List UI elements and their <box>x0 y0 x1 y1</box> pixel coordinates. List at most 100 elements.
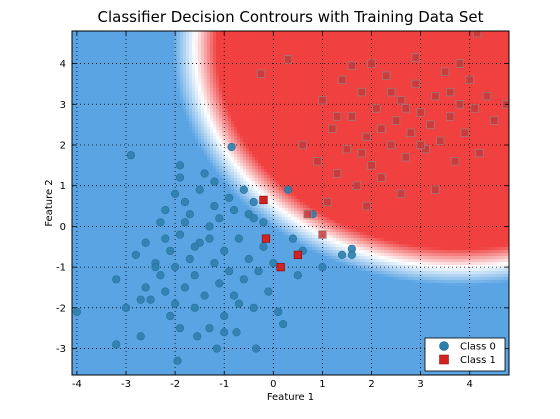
contour-cell <box>279 88 282 91</box>
contour-cell <box>300 55 303 58</box>
contour-cell <box>303 97 306 100</box>
contour-cell <box>327 37 330 40</box>
contour-cell <box>297 97 300 100</box>
contour-cell <box>354 79 357 82</box>
contour-cell <box>330 109 333 112</box>
contour-cell <box>132 112 135 115</box>
contour-cell <box>330 49 333 52</box>
contour-cell <box>495 106 498 109</box>
contour-cell <box>456 76 459 79</box>
contour-cell <box>492 130 495 133</box>
contour-cell <box>477 76 480 79</box>
contour-cell <box>114 127 117 130</box>
contour-cell <box>384 109 387 112</box>
contour-cell <box>210 109 213 112</box>
contour-cell <box>492 43 495 46</box>
contour-cell <box>111 121 114 124</box>
contour-cell <box>480 52 483 55</box>
contour-cell <box>396 127 399 130</box>
contour-cell <box>72 73 75 76</box>
contour-cell <box>126 121 129 124</box>
contour-cell <box>360 34 363 37</box>
contour-cell <box>195 100 198 103</box>
contour-cell <box>129 64 132 67</box>
contour-cell <box>267 85 270 88</box>
contour-cell <box>441 82 444 85</box>
contour-cell <box>156 49 159 52</box>
contour-cell <box>114 31 117 34</box>
contour-cell <box>213 97 216 100</box>
contour-cell <box>432 115 435 118</box>
contour-cell <box>456 46 459 49</box>
contour-cell <box>165 40 168 43</box>
contour-cell <box>165 100 168 103</box>
contour-cell <box>105 124 108 127</box>
contour-cell <box>270 76 273 79</box>
contour-cell <box>72 100 75 103</box>
contour-cell <box>162 49 165 52</box>
contour-cell <box>351 88 354 91</box>
contour-cell <box>360 124 363 127</box>
contour-cell <box>384 82 387 85</box>
contour-cell <box>294 112 297 115</box>
contour-cell <box>378 115 381 118</box>
contour-cell <box>117 40 120 43</box>
contour-cell <box>111 31 114 34</box>
contour-cell <box>495 109 498 112</box>
contour-cell <box>171 82 174 85</box>
contour-cell <box>444 79 447 82</box>
contour-cell <box>261 52 264 55</box>
contour-cell <box>369 112 372 115</box>
contour-cell <box>231 43 234 46</box>
contour-cell <box>138 67 141 70</box>
contour-cell <box>240 109 243 112</box>
contour-cell <box>336 43 339 46</box>
contour-cell <box>414 97 417 100</box>
contour-cell <box>315 100 318 103</box>
contour-cell <box>99 79 102 82</box>
contour-cell <box>228 46 231 49</box>
contour-cell <box>459 124 462 127</box>
contour-cell <box>252 49 255 52</box>
contour-cell <box>222 70 225 73</box>
contour-cell <box>480 64 483 67</box>
contour-cell <box>84 64 87 67</box>
contour-cell <box>129 82 132 85</box>
contour-cell <box>333 79 336 82</box>
contour-cell <box>120 85 123 88</box>
contour-cell <box>282 70 285 73</box>
contour-cell <box>192 43 195 46</box>
contour-cell <box>90 55 93 58</box>
contour-cell <box>288 124 291 127</box>
contour-cell <box>339 37 342 40</box>
contour-cell <box>186 34 189 37</box>
contour-cell <box>186 85 189 88</box>
contour-cell <box>135 52 138 55</box>
contour-cell <box>117 100 120 103</box>
contour-cell <box>255 130 258 133</box>
contour-cell <box>486 52 489 55</box>
contour-cell <box>309 76 312 79</box>
contour-cell <box>306 67 309 70</box>
contour-cell <box>114 133 117 136</box>
contour-cell <box>432 82 435 85</box>
contour-cell <box>102 70 105 73</box>
contour-cell <box>108 70 111 73</box>
contour-cell <box>102 118 105 121</box>
contour-cell <box>288 43 291 46</box>
contour-cell <box>99 103 102 106</box>
contour-cell <box>405 97 408 100</box>
contour-cell <box>270 130 273 133</box>
contour-cell <box>450 67 453 70</box>
contour-cell <box>327 76 330 79</box>
contour-cell <box>183 70 186 73</box>
contour-cell <box>474 115 477 118</box>
contour-cell <box>426 106 429 109</box>
contour-cell <box>165 97 168 100</box>
contour-cell <box>219 118 222 121</box>
contour-cell <box>294 67 297 70</box>
contour-cell <box>195 127 198 130</box>
contour-cell <box>318 127 321 130</box>
contour-cell <box>462 37 465 40</box>
contour-cell <box>492 46 495 49</box>
